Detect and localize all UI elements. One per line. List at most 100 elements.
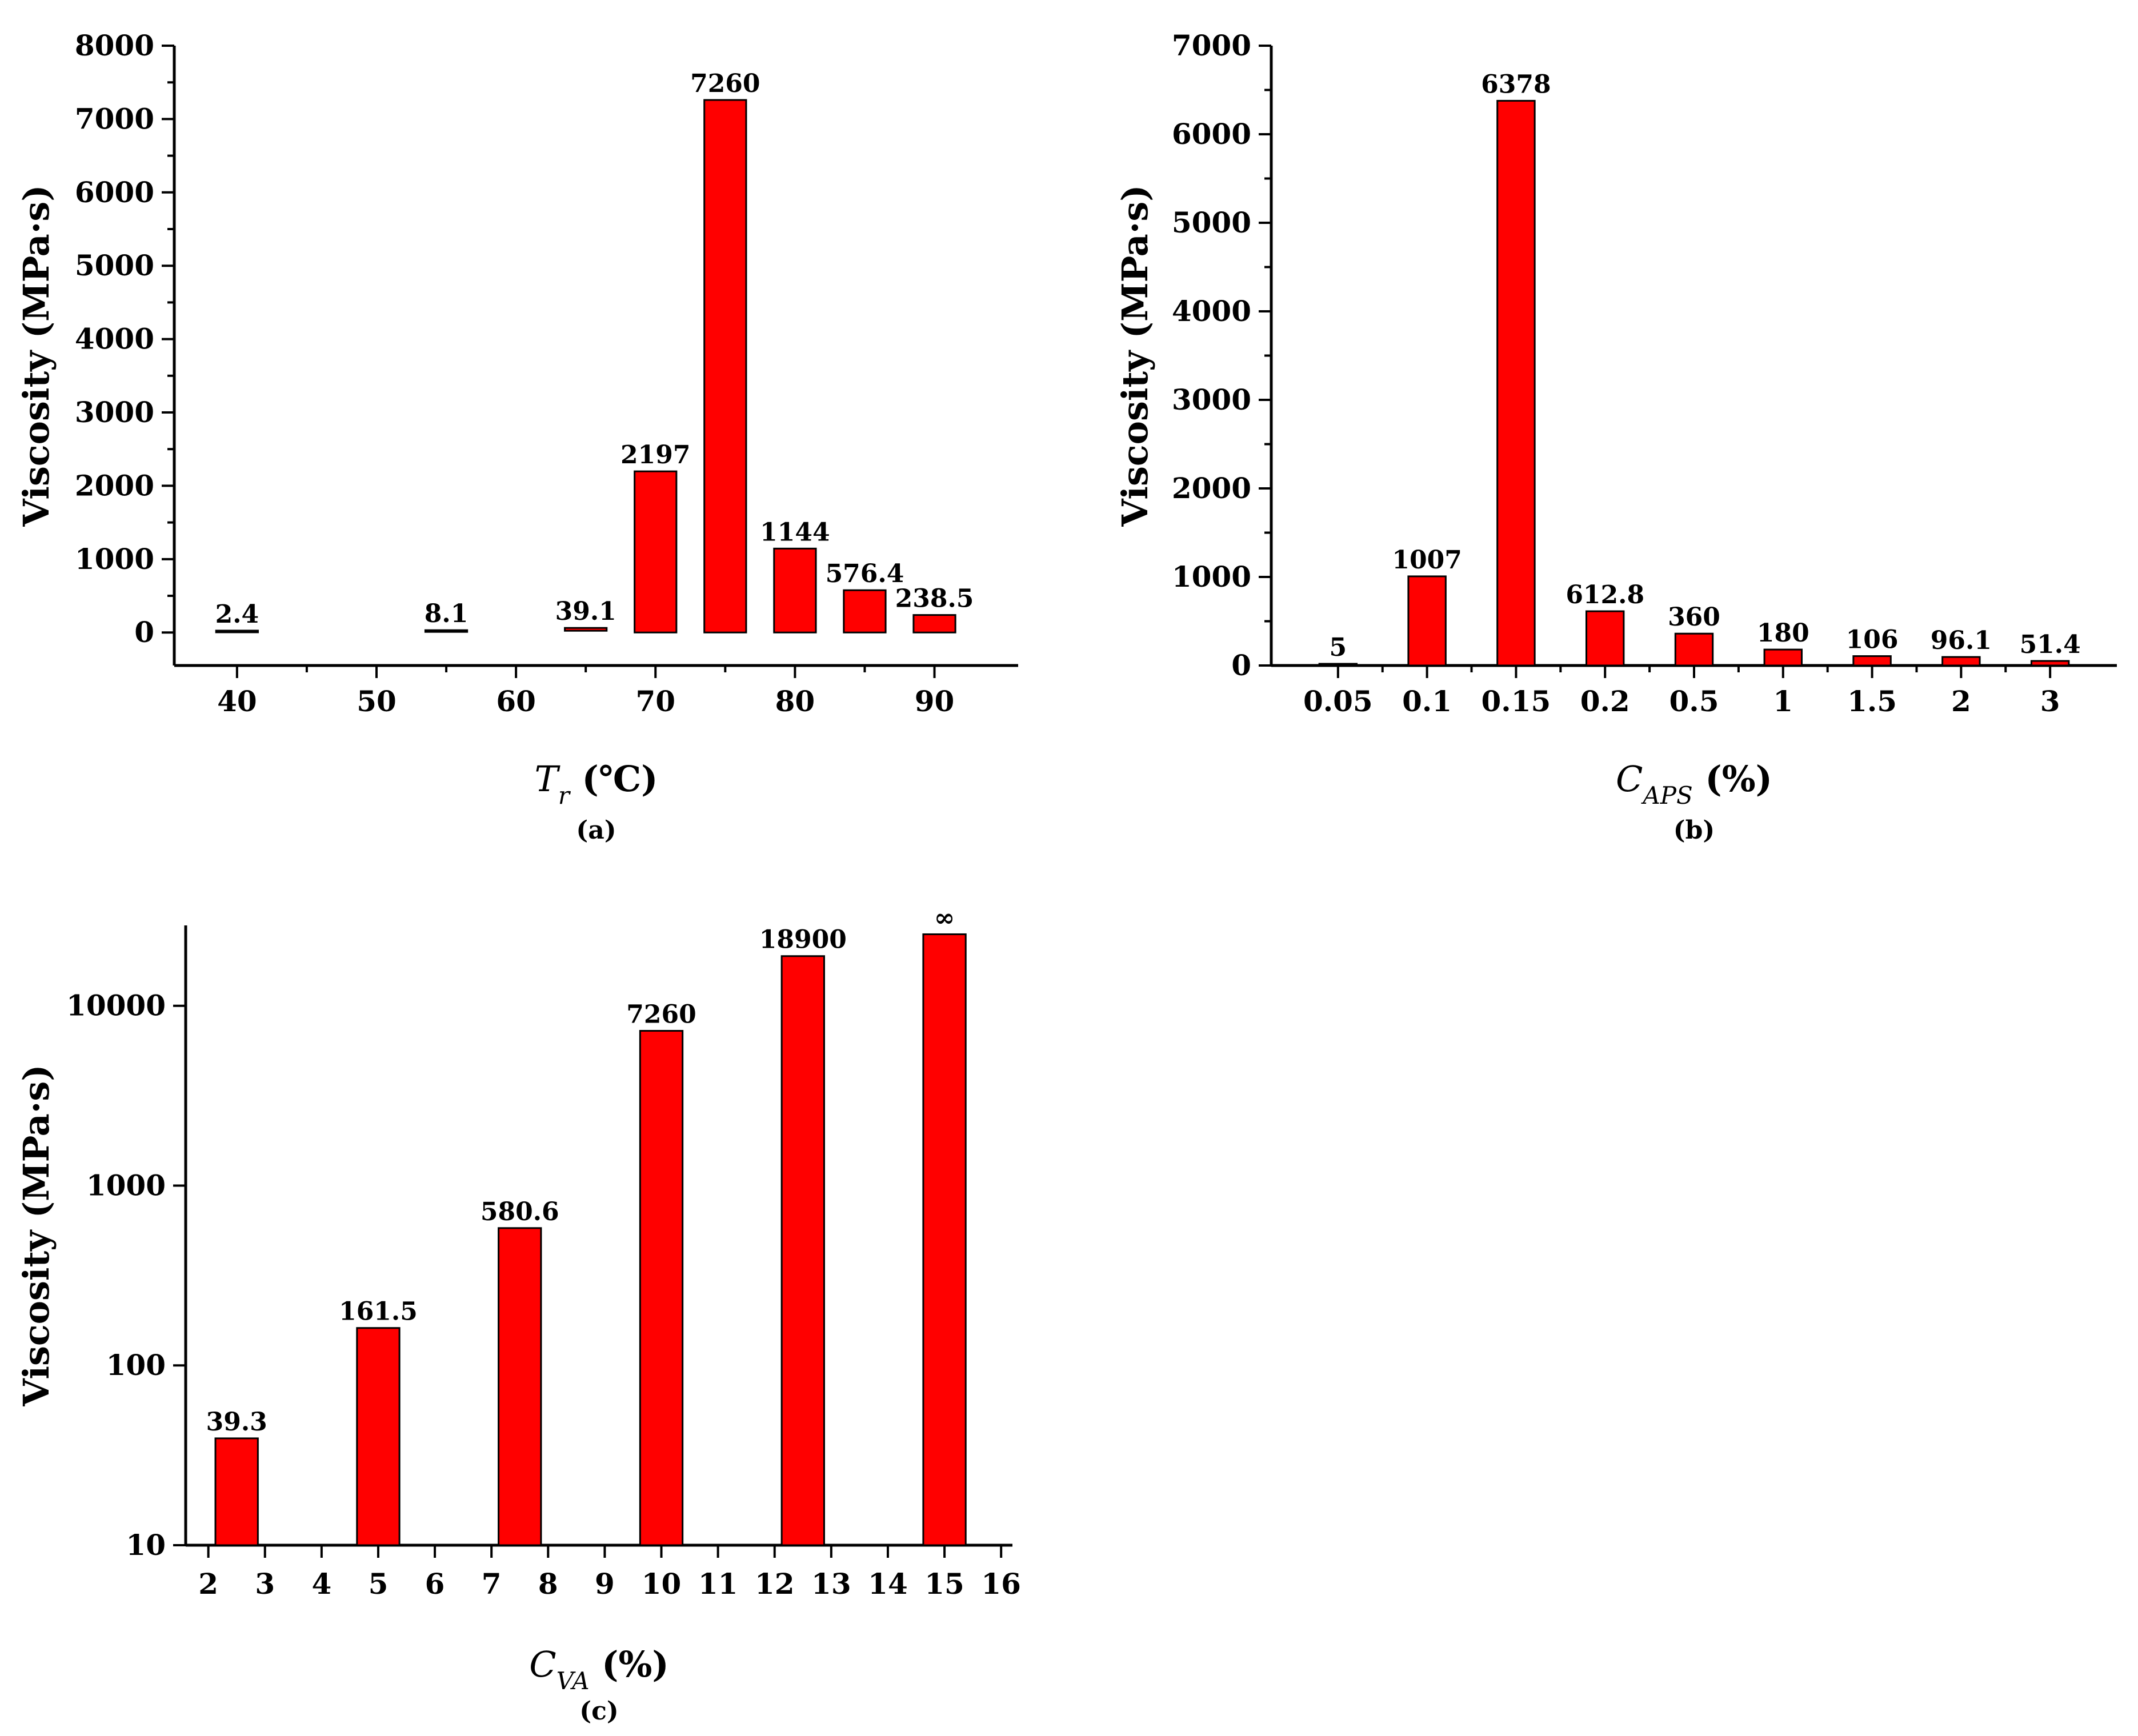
data-label: 612.8 <box>1566 580 1644 610</box>
data-label: 2.4 <box>215 600 259 629</box>
bar <box>922 933 967 1546</box>
data-label: 180 <box>1757 619 1809 648</box>
data-label: 51.4 <box>2020 630 2081 659</box>
bar <box>1585 610 1625 667</box>
data-label: 1144 <box>760 518 830 547</box>
y-tick-label: 2000 <box>1172 471 1251 505</box>
x-axis-unit: (℃) <box>570 758 658 800</box>
y-tick-label: 1000 <box>75 542 154 576</box>
bar <box>2030 660 2070 667</box>
x-tick-label: 15 <box>924 1567 964 1601</box>
x-tick-label: 50 <box>357 684 397 718</box>
x-tick-label: 0.15 <box>1482 684 1551 718</box>
data-label: 580.6 <box>481 1197 559 1226</box>
x-axis-symbol: T <box>535 758 561 800</box>
data-label: 576.4 <box>826 559 904 588</box>
y-axis-label: Viscosity (MPa·s) <box>15 185 57 527</box>
data-label: 39.3 <box>206 1408 267 1437</box>
y-tick-label: 2000 <box>75 468 154 502</box>
bar <box>214 1437 259 1546</box>
y-tick-label: 1000 <box>1172 560 1251 594</box>
x-tick-label: 2 <box>1951 684 1971 718</box>
y-tick-label: 6000 <box>75 175 154 209</box>
bar <box>1674 632 1714 667</box>
y-tick-label: 6000 <box>1172 117 1251 151</box>
x-axis-subscript: APS <box>1640 781 1692 809</box>
y-tick-label: 5000 <box>75 248 154 282</box>
x-tick-label: 0.5 <box>1669 684 1719 718</box>
bar <box>1941 656 1981 667</box>
x-tick-label: 7 <box>482 1567 502 1601</box>
data-label: 2197 <box>620 440 690 470</box>
y-tick-label: 0 <box>134 615 154 649</box>
data-label: ∞ <box>934 903 955 932</box>
x-tick-label: 60 <box>496 684 536 718</box>
chart-panel-a: 0 1000 2000 3000 4000 5000 6000 7000 8000 40 50 60 7… <box>15 29 1018 845</box>
x-tick-label: 5 <box>369 1567 389 1601</box>
x-axis-label: CVA (%) <box>529 1643 668 1695</box>
y-tick-label: 10 <box>126 1528 166 1562</box>
bar <box>1407 575 1447 667</box>
x-axis-symbol: C <box>1616 758 1643 800</box>
x-tick-label: 10 <box>642 1567 682 1601</box>
bar <box>498 1227 542 1546</box>
data-label: 8.1 <box>425 599 469 628</box>
y-tick-label: 5000 <box>1172 206 1251 239</box>
panel-label: (a) <box>576 816 616 845</box>
y-axis-label: Viscosity (MPa·s) <box>1114 185 1156 527</box>
x-axis-subscript: r <box>558 781 571 809</box>
data-label: 106 <box>1846 626 1899 655</box>
x-tick-label: 0.05 <box>1303 684 1373 718</box>
x-axis-unit: (%) <box>590 1643 669 1685</box>
y-tick-label: 4000 <box>1172 294 1251 328</box>
data-label: 5 <box>1330 633 1347 662</box>
x-tick-label: 70 <box>635 684 675 718</box>
x-axis-label: CAPS (%) <box>1616 758 1772 809</box>
y-tick-label: 1000 <box>86 1168 166 1202</box>
data-label: 7260 <box>690 69 760 98</box>
x-tick-label: 12 <box>755 1567 795 1601</box>
data-label: 18900 <box>759 925 847 955</box>
bar <box>424 629 469 633</box>
x-tick-label: 13 <box>811 1567 851 1601</box>
data-label: 238.5 <box>895 584 974 614</box>
data-label: 6378 <box>1481 70 1551 99</box>
x-tick-label: 14 <box>868 1567 908 1601</box>
bar <box>773 547 817 634</box>
x-tick-label: 3 <box>255 1567 275 1601</box>
y-tick-label: 0 <box>1231 648 1251 682</box>
y-tick-label: 7000 <box>75 102 154 135</box>
y-tick-label: 10000 <box>66 989 166 1023</box>
bar <box>1318 663 1358 667</box>
chart-panel-c: 10 100 1000 10000 2 3 4 5 6 7 8 9 10 11 12 13 14 15 16 39.3… <box>15 903 1021 1726</box>
panel-label: (b) <box>1673 816 1715 845</box>
y-tick-label: 3000 <box>1172 383 1251 416</box>
x-axis-subscript: VA <box>556 1667 590 1695</box>
x-tick-label: 0.2 <box>1580 684 1630 718</box>
x-tick-label: 1.5 <box>1847 684 1897 718</box>
data-label: 360 <box>1668 603 1720 632</box>
data-label: 161.5 <box>339 1297 418 1326</box>
x-tick-label: 40 <box>217 684 257 718</box>
x-tick-label: 8 <box>538 1567 558 1601</box>
x-tick-label: 4 <box>311 1567 331 1601</box>
data-label: 96.1 <box>1931 626 1992 655</box>
bar <box>356 1327 401 1546</box>
y-tick-label: 8000 <box>75 29 154 62</box>
x-tick-label: 6 <box>425 1567 445 1601</box>
x-tick-label: 2 <box>198 1567 218 1601</box>
x-tick-label: 16 <box>981 1567 1021 1601</box>
bar <box>564 627 608 632</box>
x-axis-symbol: C <box>529 1643 556 1685</box>
x-tick-label: 3 <box>2040 684 2060 718</box>
bar <box>780 955 825 1546</box>
y-tick-label: 3000 <box>75 395 154 429</box>
bar <box>634 470 678 634</box>
bar <box>703 99 747 634</box>
panel-label: (c) <box>579 1697 618 1726</box>
y-tick-label: 4000 <box>75 322 154 356</box>
x-tick-label: 11 <box>698 1567 738 1601</box>
bar <box>912 614 956 634</box>
y-axis-label: Viscosity (MPa·s) <box>15 1064 57 1406</box>
